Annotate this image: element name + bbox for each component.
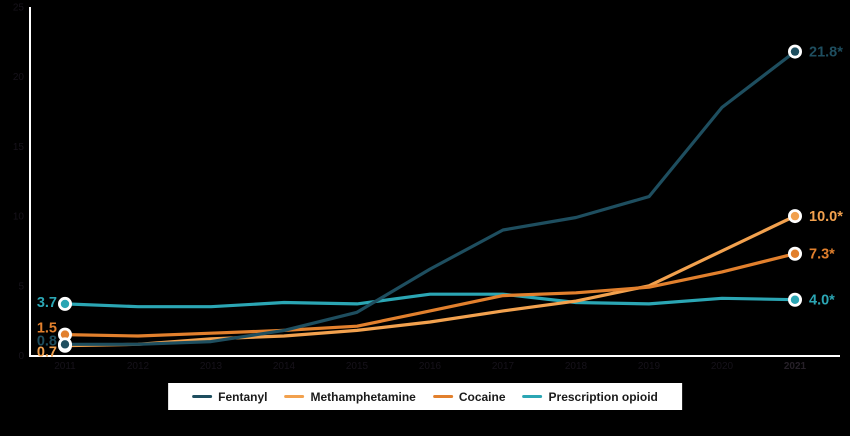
x-tick-label: 2021: [784, 361, 807, 372]
start-value-label-fentanyl: 0.8: [37, 333, 57, 349]
y-tick-label: 5: [18, 281, 24, 292]
legend-swatch-prescription-opioid: [522, 395, 543, 398]
legend-item-methamphetamine: Methamphetamine: [284, 389, 416, 404]
legend-item-fentanyl: Fentanyl: [192, 390, 267, 404]
y-tick-label: 15: [13, 142, 25, 153]
data-point-dot-fentanyl: [60, 340, 70, 349]
legend-swatch-methamphetamine: [284, 395, 305, 398]
series-line-cocaine: [63, 252, 797, 338]
series-line-fentanyl: [63, 49, 797, 346]
chart-legend: Fentanyl Methamphetamine Cocaine Prescri…: [168, 383, 682, 410]
series-line-methamphetamine: [63, 214, 797, 348]
x-tick-label: 2019: [638, 361, 661, 372]
x-tick-label: 2011: [54, 361, 76, 372]
end-value-label-prescription-opioid: 4.0*: [809, 293, 835, 309]
data-point-dot-methamphetamine: [790, 211, 800, 221]
series-line-prescription-opioid: [63, 292, 797, 309]
legend-label-cocaine: Cocaine: [458, 389, 506, 404]
legend-label-prescription-opioid: Prescription opioid: [548, 389, 658, 404]
legend-label-fentanyl: Fentanyl: [218, 389, 268, 404]
y-tick-label: 0: [18, 351, 24, 362]
start-value-label-cocaine: 1.5: [37, 321, 57, 337]
start-value-label-prescription-opioid: 3.7: [37, 295, 57, 311]
x-tick-label: 2014: [273, 361, 296, 372]
x-tick-label: 2012: [127, 361, 150, 372]
end-value-label-methamphetamine: 10.0*: [809, 209, 843, 225]
data-point-dot-fentanyl: [790, 47, 800, 56]
legend-swatch-fentanyl: [192, 395, 213, 398]
legend-label-methamphetamine: Methamphetamine: [310, 389, 416, 404]
start-value-label-methamphetamine: 0.7: [37, 345, 57, 361]
data-point-dot-cocaine: [60, 330, 70, 339]
y-tick-label: 25: [13, 3, 25, 14]
x-tick-label: 2018: [565, 361, 588, 372]
x-tick-label: 2015: [346, 361, 369, 372]
data-point-dot-prescription-opioid: [790, 295, 800, 304]
y-tick-label: 10: [13, 212, 25, 223]
end-value-label-fentanyl: 21.8*: [809, 45, 843, 61]
end-value-label-cocaine: 7.3*: [809, 247, 835, 263]
x-tick-label: 2016: [419, 361, 442, 372]
data-point-dot-cocaine: [790, 249, 800, 258]
data-point-dot-prescription-opioid: [60, 299, 70, 309]
x-tick-label: 2020: [711, 361, 734, 372]
x-tick-label: 2017: [492, 361, 515, 372]
legend-item-cocaine: Cocaine: [432, 389, 506, 404]
x-tick-label: 2013: [200, 361, 223, 372]
legend-swatch-cocaine: [432, 395, 453, 398]
plot-area: 0 5 10 15 20 25 2011 2012 2013 2014 2015 2016 2017 20…: [13, 3, 843, 373]
legend-item-prescription-opioid: Prescription opioid: [522, 389, 658, 404]
y-tick-label: 20: [13, 72, 25, 83]
